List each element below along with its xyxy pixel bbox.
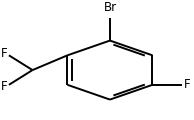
Text: Br: Br xyxy=(103,1,117,15)
Text: F: F xyxy=(0,47,7,60)
Text: F: F xyxy=(184,78,190,91)
Text: F: F xyxy=(0,80,7,93)
